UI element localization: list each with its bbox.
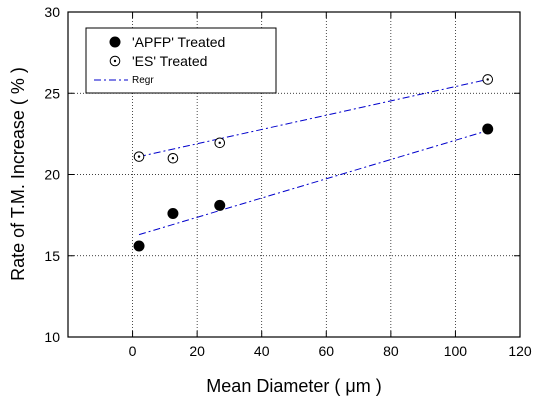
x-tick-label: 60 (318, 343, 334, 359)
legend-label-apfp: 'APFP' Treated (132, 34, 225, 50)
legend-marker-es-dot (113, 59, 117, 63)
regression-lines (138, 78, 488, 236)
data-point-es-dot (171, 157, 175, 160)
data-points (133, 74, 494, 252)
data-point-es-dot (486, 78, 489, 81)
legend-marker-apfp (109, 36, 121, 48)
data-point-es-dot (137, 155, 141, 158)
data-point-apfp (133, 240, 145, 252)
data-point-es-dot (218, 141, 221, 145)
y-tick-label: 25 (44, 85, 60, 101)
x-tick-label: 80 (383, 343, 399, 359)
x-tick-label: 20 (189, 343, 205, 359)
data-point-apfp (167, 208, 179, 219)
x-tick-label: 0 (129, 343, 137, 359)
tick-marks (68, 11, 521, 338)
y-tick-label: 10 (44, 329, 60, 345)
x-tick-label: 100 (444, 343, 468, 359)
data-point-apfp (214, 199, 226, 211)
legend-label-regr: Regr (132, 75, 154, 86)
x-axis-label: Mean Diameter ( μm ) (206, 376, 381, 396)
regression-line (138, 130, 488, 236)
legend-label-es: 'ES' Treated (132, 53, 207, 69)
x-tick-label: 120 (508, 343, 532, 359)
y-tick-label: 30 (44, 4, 60, 20)
tick-labels: 0 20 40 60 80 100 120 10 15 20 25 30 (44, 4, 531, 359)
legend: 'APFP' Treated 'ES' Treated Regr (85, 27, 277, 94)
y-tick-label: 20 (44, 167, 60, 183)
x-tick-label: 40 (254, 343, 270, 359)
y-tick-label: 15 (44, 248, 60, 264)
y-axis-label: Rate of T.M. Increase ( % ) (8, 67, 28, 281)
data-point-apfp (482, 123, 494, 135)
